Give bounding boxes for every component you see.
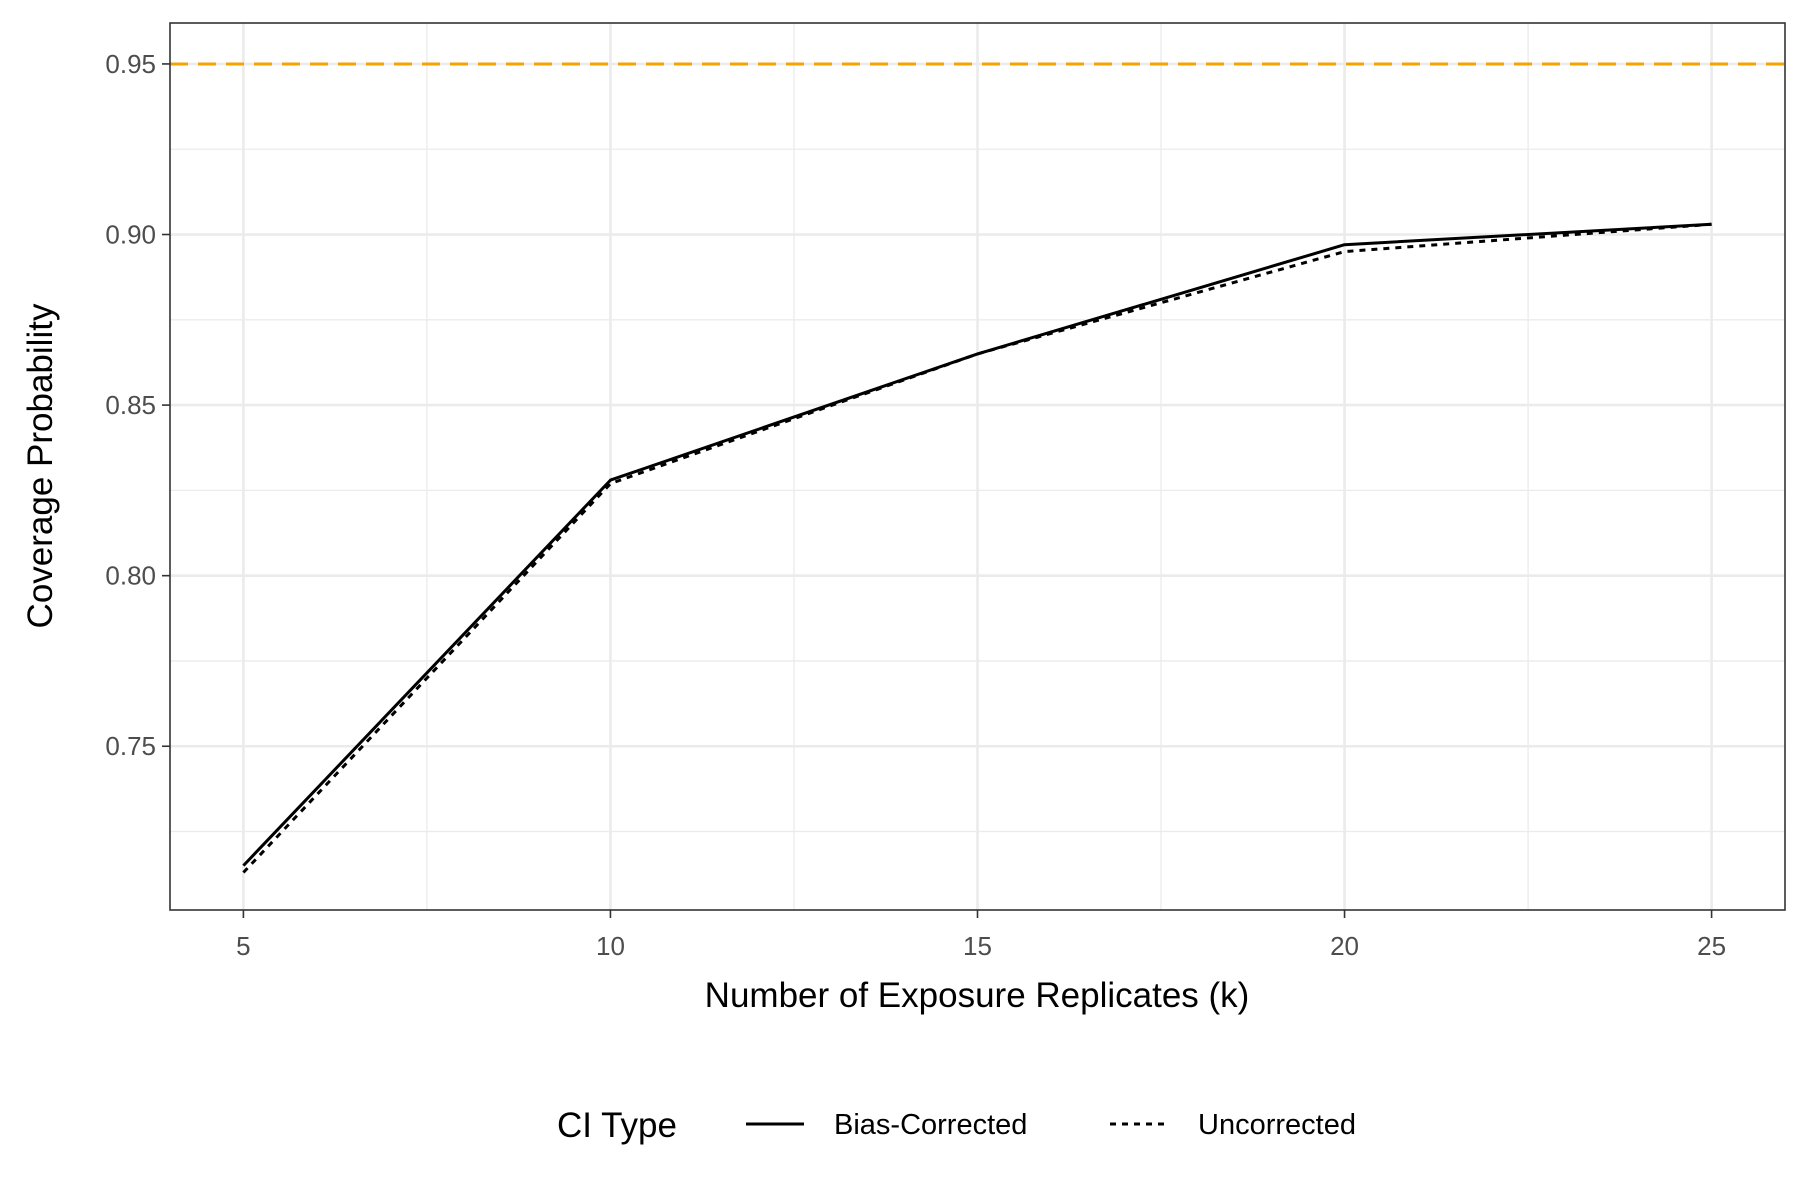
x-axis-ticks: 5 10 15 20 25 [236,910,1726,961]
legend-label-bias-corrected: Bias-Corrected [834,1109,1027,1141]
y-tick-label: 0.95 [105,49,156,79]
x-tick-label: 25 [1697,931,1726,961]
x-tick-label: 15 [963,931,992,961]
legend: CI Type Bias-Corrected Uncorrected [557,1106,1356,1145]
x-tick-label: 10 [596,931,625,961]
x-tick-label: 20 [1330,931,1359,961]
y-axis-title: Coverage Probability [21,303,60,628]
y-axis-ticks: 0.75 0.80 0.85 0.90 0.95 [105,49,170,761]
x-tick-label: 5 [236,931,250,961]
y-tick-label: 0.75 [105,731,156,761]
series-layer [242,222,1712,874]
legend-title: CI Type [557,1106,677,1145]
series-line-uncorrected [242,222,1712,874]
x-axis-title: Number of Exposure Replicates (k) [705,976,1250,1015]
y-tick-label: 0.85 [105,390,156,420]
legend-label-uncorrected: Uncorrected [1198,1109,1356,1141]
y-tick-label: 0.90 [105,220,156,250]
y-tick-label: 0.80 [105,561,156,591]
